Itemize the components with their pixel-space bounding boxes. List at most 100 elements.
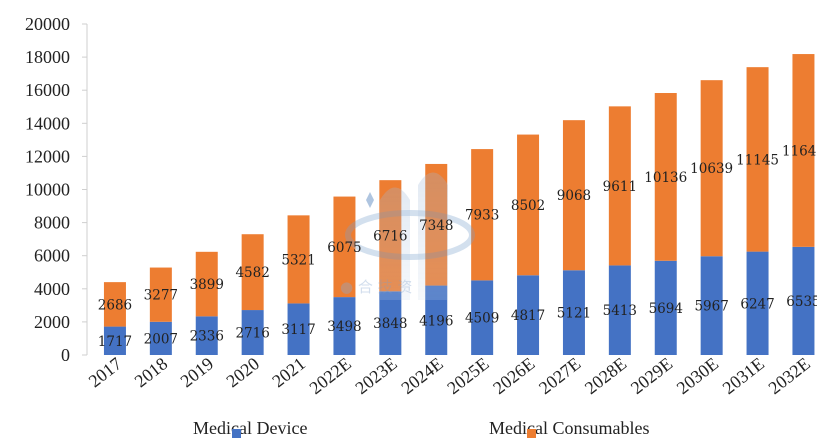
legend-label: Medical Device [193, 418, 308, 438]
bar-medical-device [287, 303, 310, 355]
legend-item-medical-consumables: Medical Consumables [489, 418, 649, 439]
data-label-medical-device: 4196 [419, 313, 453, 329]
bar-medical-device [379, 291, 402, 355]
data-label-medical-device: 5694 [649, 301, 683, 317]
data-label-medical-consumables: 9611 [603, 179, 637, 195]
bar-medical-consumables [195, 251, 218, 317]
bar-medical-device [471, 280, 494, 355]
watermark-logo: ● 合 技 资 [340, 172, 475, 300]
y-tick-label: 16000 [25, 80, 70, 100]
x-tick-label: 2032E [765, 353, 814, 398]
y-tick-label: 8000 [34, 213, 70, 233]
bar-medical-device [241, 310, 264, 355]
y-axis: 0 2000 4000 6000 8000 10000 12000 14000 16000 180… [25, 14, 88, 365]
bar-medical-consumables [333, 196, 356, 298]
bar-medical-consumables [654, 93, 677, 261]
data-label-medical-device: 4509 [465, 311, 499, 327]
data-label-medical-consumables: 5321 [281, 252, 315, 268]
y-tick-label: 6000 [34, 246, 70, 266]
bar-medical-consumables [149, 267, 172, 322]
x-tick-label: 2029E [627, 353, 676, 398]
data-label-medical-consumables: 7933 [465, 208, 499, 224]
y-tick-label: 10000 [25, 180, 70, 200]
x-tick-label: 2023E [351, 353, 400, 398]
legend-item-medical-device: Medical Device [193, 418, 307, 439]
data-label-medical-device: 2007 [144, 331, 178, 347]
data-label-medical-consumables: 2686 [98, 297, 132, 313]
x-tick-label: 2020 [222, 353, 263, 391]
data-label-medical-consumables: 10136 [644, 170, 687, 186]
legend-swatch-medical-device [232, 429, 241, 438]
bar-medical-device [195, 316, 218, 355]
data-label-medical-consumables: 9068 [557, 188, 591, 204]
x-tick-label: 2022E [306, 353, 355, 398]
data-label-medical-device: 3848 [373, 316, 407, 332]
data-label-medical-device: 5967 [694, 299, 728, 315]
bar-medical-consumables [471, 149, 494, 281]
x-tick-label: 2030E [673, 353, 722, 398]
data-label-medical-device: 2716 [235, 326, 269, 342]
data-label-medical-consumables: 7348 [419, 218, 453, 234]
bar-medical-device [103, 326, 126, 355]
data-label-medical-consumables: 11649 [782, 143, 817, 159]
x-tick-label: 2018 [131, 353, 172, 391]
x-tick-label: 2024E [397, 353, 446, 398]
x-tick-label: 2031E [719, 353, 768, 398]
legend-label: Medical Consumables [489, 418, 650, 438]
x-tick-label: 2026E [489, 353, 538, 398]
data-label-medical-device: 4817 [511, 308, 545, 324]
data-label-medical-consumables: 4582 [235, 265, 269, 281]
x-tick-label: 2027E [535, 353, 584, 398]
data-label-medical-device: 1717 [98, 334, 132, 350]
y-tick-label: 18000 [25, 47, 70, 67]
bar-medical-consumables [792, 54, 815, 247]
data-label-medical-device: 6535 [786, 294, 817, 310]
data-label-medical-consumables: 6716 [373, 229, 407, 245]
data-labels: 1717 2686 2007 3277 2336 3899 2716 4582 3117 5321… [98, 143, 817, 349]
data-label-medical-device: 5121 [557, 306, 591, 322]
x-tick-label: 2025E [443, 353, 492, 398]
data-label-medical-consumables: 6075 [327, 240, 361, 256]
bar-medical-consumables [241, 234, 264, 311]
x-tick-label: 2028E [581, 353, 630, 398]
data-label-medical-consumables: 10639 [690, 161, 733, 177]
data-label-medical-device: 3498 [327, 319, 361, 335]
bar-medical-device [562, 270, 585, 355]
bar-medical-consumables [608, 106, 631, 266]
y-tick-label: 12000 [25, 146, 70, 166]
data-label-medical-consumables: 3277 [144, 288, 178, 304]
bar-medical-consumables [103, 282, 126, 327]
data-label-medical-consumables: 3899 [190, 277, 224, 293]
bar-medical-device [746, 251, 769, 355]
data-label-medical-device: 2336 [190, 329, 224, 345]
y-tick-label: 4000 [34, 279, 70, 299]
x-tick-label: 2021 [268, 353, 309, 391]
data-label-medical-device: 3117 [281, 322, 315, 338]
bar-medical-device [792, 246, 815, 355]
data-label-medical-device: 6247 [740, 296, 774, 312]
bar-medical-consumables [562, 120, 585, 271]
bar-medical-device [608, 265, 631, 355]
x-tick-label: 2017 [85, 353, 126, 391]
bar-medical-consumables [746, 67, 769, 252]
bar-medical-device [425, 285, 448, 355]
y-tick-label: 14000 [25, 113, 70, 133]
bar-medical-consumables [700, 80, 723, 257]
x-tick-label: 2019 [177, 353, 218, 391]
data-label-medical-consumables: 11145 [736, 152, 779, 168]
data-label-medical-consumables: 8502 [511, 198, 545, 214]
bar-medical-device [517, 275, 540, 355]
data-label-medical-device: 5413 [603, 303, 637, 319]
bar-medical-consumables [517, 134, 540, 276]
y-tick-label: 20000 [25, 14, 70, 34]
legend-swatch-medical-consumables [527, 429, 536, 438]
bar-medical-device [700, 256, 723, 355]
bar-medical-device [333, 297, 356, 355]
bar-medical-device [654, 260, 677, 355]
y-tick-label: 2000 [34, 312, 70, 332]
bar-medical-consumables [287, 215, 310, 304]
x-axis: 2017 2018 2019 2020 20212022E2023E2024E2025E… [85, 353, 814, 398]
y-tick-label: 0 [61, 345, 70, 365]
svg-text:● 合 技 资: ● 合 技 资 [340, 278, 412, 296]
